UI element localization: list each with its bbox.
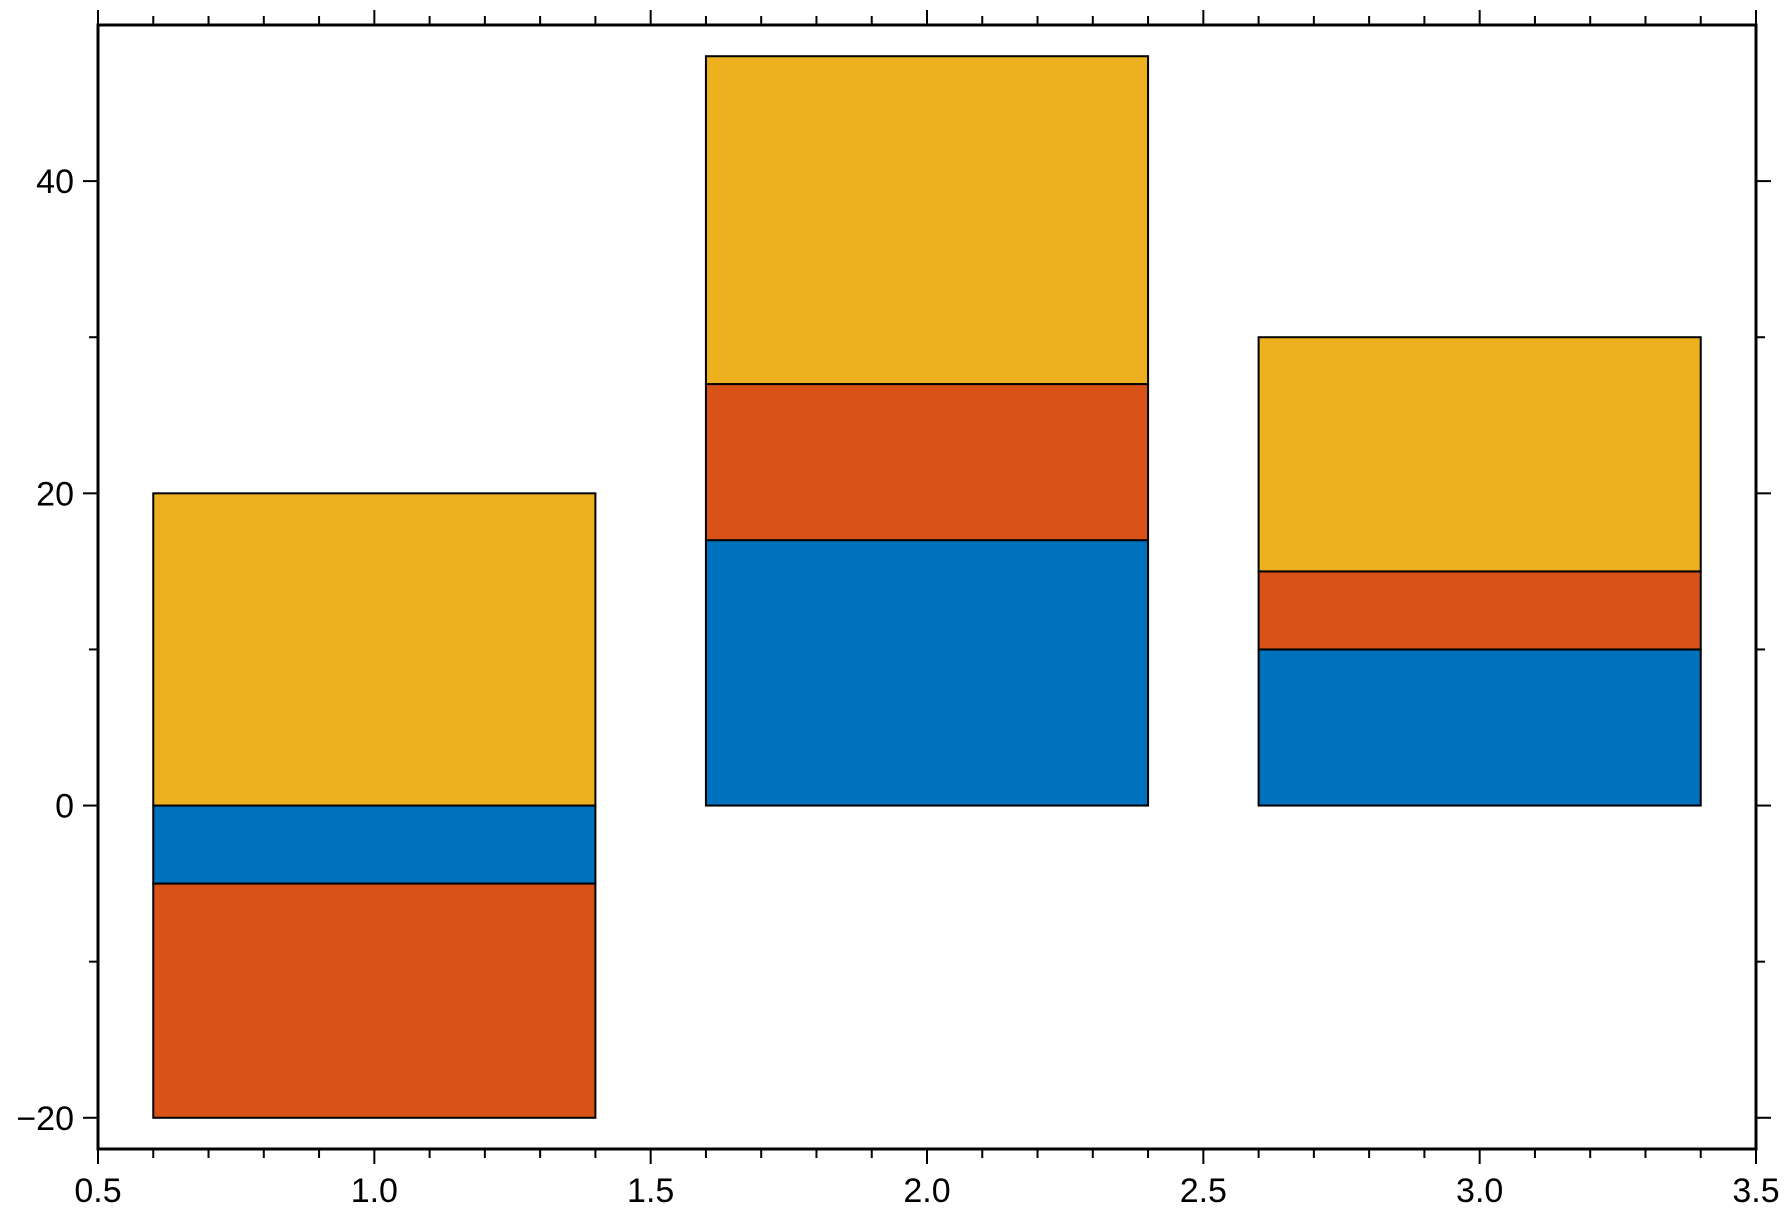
y-tick-label: −20	[16, 1100, 74, 1138]
y-tick-label: 20	[36, 475, 74, 513]
bar-segment-2	[152, 492, 597, 807]
x-tick-label: 1.0	[351, 1172, 398, 1210]
bar-segment-3	[704, 539, 1150, 807]
bar-segment-0	[152, 804, 597, 885]
x-tick-label: 3.5	[1732, 1172, 1779, 1210]
bar-segment-7	[1257, 570, 1702, 651]
y-tick-label: 0	[55, 788, 74, 826]
x-tick-label: 2.5	[1180, 1172, 1227, 1210]
bar-segment-5	[704, 55, 1150, 386]
axes-group: 0.5 1.0 1.5 2.0 2.5 3.0 3.5 −20 0 20 40	[16, 10, 1780, 1210]
x-tick-label: 1.5	[627, 1172, 674, 1210]
bar-segment-6	[1257, 648, 1702, 807]
x-tick-label: 2.0	[903, 1172, 950, 1210]
bar-segment-4	[704, 383, 1150, 542]
bar-segment-8	[1257, 336, 1702, 573]
x-tick-label: 0.5	[74, 1172, 121, 1210]
y-tick-label: 40	[36, 163, 74, 201]
bars-group	[152, 55, 1702, 1119]
bar-segment-1	[152, 882, 597, 1119]
x-tick-label: 3.0	[1456, 1172, 1503, 1210]
